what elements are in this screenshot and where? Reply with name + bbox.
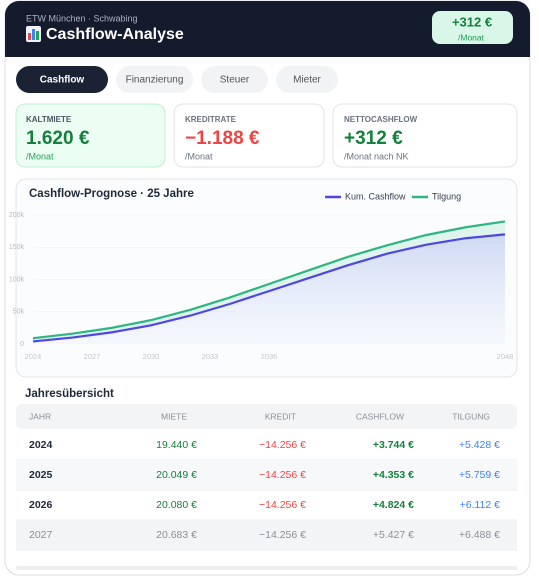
area xyxy=(33,234,505,344)
cell: 2025 xyxy=(29,469,53,481)
subtitle: ETW München · Schwabing xyxy=(26,13,138,23)
cell: 20.683 € xyxy=(156,529,197,541)
cell: −14.256 € xyxy=(259,529,306,541)
cell: 2024 xyxy=(29,439,53,451)
tab-label[interactable]: Finanzierung xyxy=(126,75,184,86)
column-header: TILGUNG xyxy=(452,411,490,421)
y-tick-label: 50k xyxy=(13,309,25,316)
y-tick-label: 0 xyxy=(20,341,24,348)
legend-label: Kum. Cashflow xyxy=(345,191,406,201)
column-header: MIETE xyxy=(161,411,187,421)
y-tick-label: 200k xyxy=(9,212,25,219)
kpi-card xyxy=(173,103,325,168)
chart-title: Cashflow-Prognose · 25 Jahre xyxy=(29,188,194,200)
tab[interactable] xyxy=(16,66,108,93)
cell: 19.440 € xyxy=(156,439,197,451)
x-tick-label: 2024 xyxy=(25,352,42,361)
kpi-value: 1.620 € xyxy=(26,128,90,149)
cell: −14.256 € xyxy=(259,469,306,481)
x-tick-label: 2036 xyxy=(261,352,278,361)
column-header: KREDIT xyxy=(265,411,296,421)
kpi-value: −1.188 € xyxy=(185,128,260,149)
cell: 20.080 € xyxy=(156,499,197,511)
x-tick-label: 2033 xyxy=(202,352,219,361)
kpi-card xyxy=(15,103,166,168)
cell: +5.759 € xyxy=(459,469,500,481)
column-header: JAHR xyxy=(29,411,51,421)
cell: +6.488 € xyxy=(459,529,500,541)
scrollbar xyxy=(16,566,517,570)
kpi-unit: /Monat nach NK xyxy=(344,151,409,161)
badge xyxy=(432,11,513,44)
kpi-label: NETTOCASHFLOW xyxy=(344,115,418,124)
badge-value: +312 € xyxy=(452,14,492,29)
tab-label[interactable]: Steuer xyxy=(220,75,250,86)
cell: +4.824 € xyxy=(373,499,414,511)
icon xyxy=(26,26,41,42)
x-tick-label: 2030 xyxy=(143,352,160,361)
cell: +3.744 € xyxy=(373,439,414,451)
cell: +5.428 € xyxy=(459,439,500,451)
line xyxy=(32,220,506,340)
kpi-value: +312 € xyxy=(344,128,403,149)
table-title: Jahresübersicht xyxy=(25,388,114,400)
kpi-label: KREDITRATE xyxy=(185,115,237,124)
table-header xyxy=(16,404,517,429)
badge-unit: /Monat xyxy=(458,32,485,42)
cell: +6.112 € xyxy=(460,499,501,511)
tab[interactable] xyxy=(116,66,193,93)
kpi-unit: /Monat xyxy=(26,151,54,161)
legend-label: Tilgung xyxy=(432,191,461,201)
row-bg xyxy=(16,460,517,490)
kpi-card xyxy=(332,103,518,168)
cell: +4.353 € xyxy=(373,469,414,481)
column-header: CASHFLOW xyxy=(356,411,404,421)
x-tick-label: 2048 xyxy=(497,352,514,361)
kpi-label: KALTMIETE xyxy=(26,115,72,124)
tab[interactable] xyxy=(201,66,268,93)
band xyxy=(33,221,505,342)
cell: −14.256 € xyxy=(259,499,306,511)
x-tick-label: 2027 xyxy=(84,352,101,361)
tab[interactable] xyxy=(276,66,338,93)
y-tick-label: 150k xyxy=(9,244,25,251)
kpi-unit: /Monat xyxy=(185,151,213,161)
line xyxy=(32,233,506,343)
cell: 20.049 € xyxy=(156,469,197,481)
row-bg xyxy=(16,520,517,550)
cell: +5.427 € xyxy=(373,529,414,541)
cell: 2026 xyxy=(29,499,53,511)
cell: −14.256 € xyxy=(259,439,306,451)
y-tick-label: 100k xyxy=(9,276,25,283)
tab-label[interactable]: Mieter xyxy=(293,75,321,86)
title: Cashflow-Analyse xyxy=(46,26,184,43)
cell: 2027 xyxy=(29,529,53,541)
tab-label[interactable]: Cashflow xyxy=(40,75,85,86)
